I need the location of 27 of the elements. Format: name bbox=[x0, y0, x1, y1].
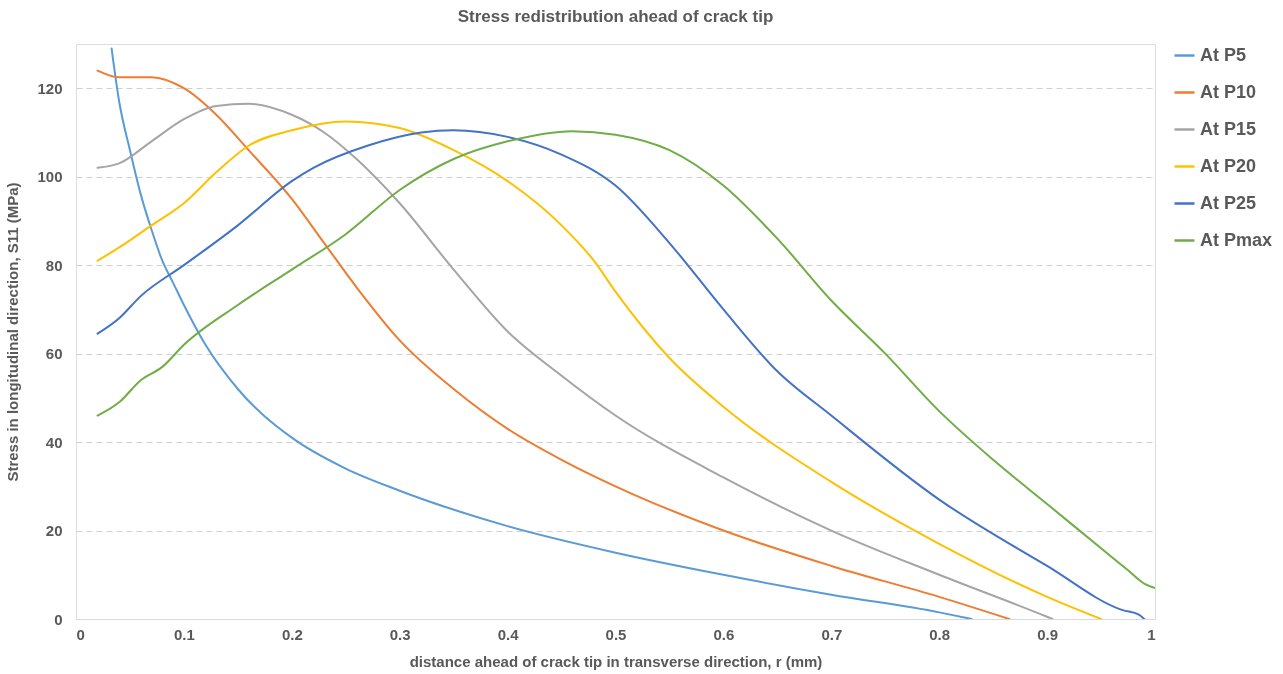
y-tick-label: 120 bbox=[37, 79, 63, 97]
y-tick-label: 0 bbox=[54, 610, 63, 628]
x-tick-label: 0.1 bbox=[173, 625, 195, 643]
x-tick-label: 0.9 bbox=[1037, 625, 1059, 643]
legend-label: At P10 bbox=[1200, 81, 1257, 102]
legend-label: At P25 bbox=[1200, 192, 1257, 213]
x-tick-label: 0.3 bbox=[389, 625, 411, 643]
y-tick-label: 80 bbox=[45, 256, 63, 274]
legend-label: At P5 bbox=[1200, 44, 1247, 65]
legend-label: At Pmax bbox=[1200, 229, 1273, 250]
y-axis-title: Stress in longitudinal direction, S11 (MPa) bbox=[4, 182, 22, 482]
y-tick-label: 20 bbox=[45, 522, 63, 540]
x-tick-label: 0.4 bbox=[497, 625, 520, 643]
x-axis-title: distance ahead of crack tip in transverse direction, r (mm) bbox=[409, 652, 823, 670]
x-tick-label: 0.7 bbox=[821, 625, 843, 643]
y-tick-label: 100 bbox=[37, 168, 63, 186]
y-tick-label: 40 bbox=[45, 433, 63, 451]
legend-label: At P15 bbox=[1200, 118, 1257, 139]
x-tick-label: 0.5 bbox=[605, 625, 627, 643]
x-tick-label: 0 bbox=[76, 625, 85, 643]
chart-title: Stress redistribution ahead of crack tip bbox=[457, 7, 774, 26]
x-tick-label: 0.8 bbox=[929, 625, 951, 643]
x-tick-label: 0.2 bbox=[281, 625, 303, 643]
legend-label: At P20 bbox=[1200, 155, 1257, 176]
x-tick-label: 1 bbox=[1147, 625, 1156, 643]
y-tick-label: 60 bbox=[45, 345, 63, 363]
x-tick-label: 0.6 bbox=[713, 625, 735, 643]
